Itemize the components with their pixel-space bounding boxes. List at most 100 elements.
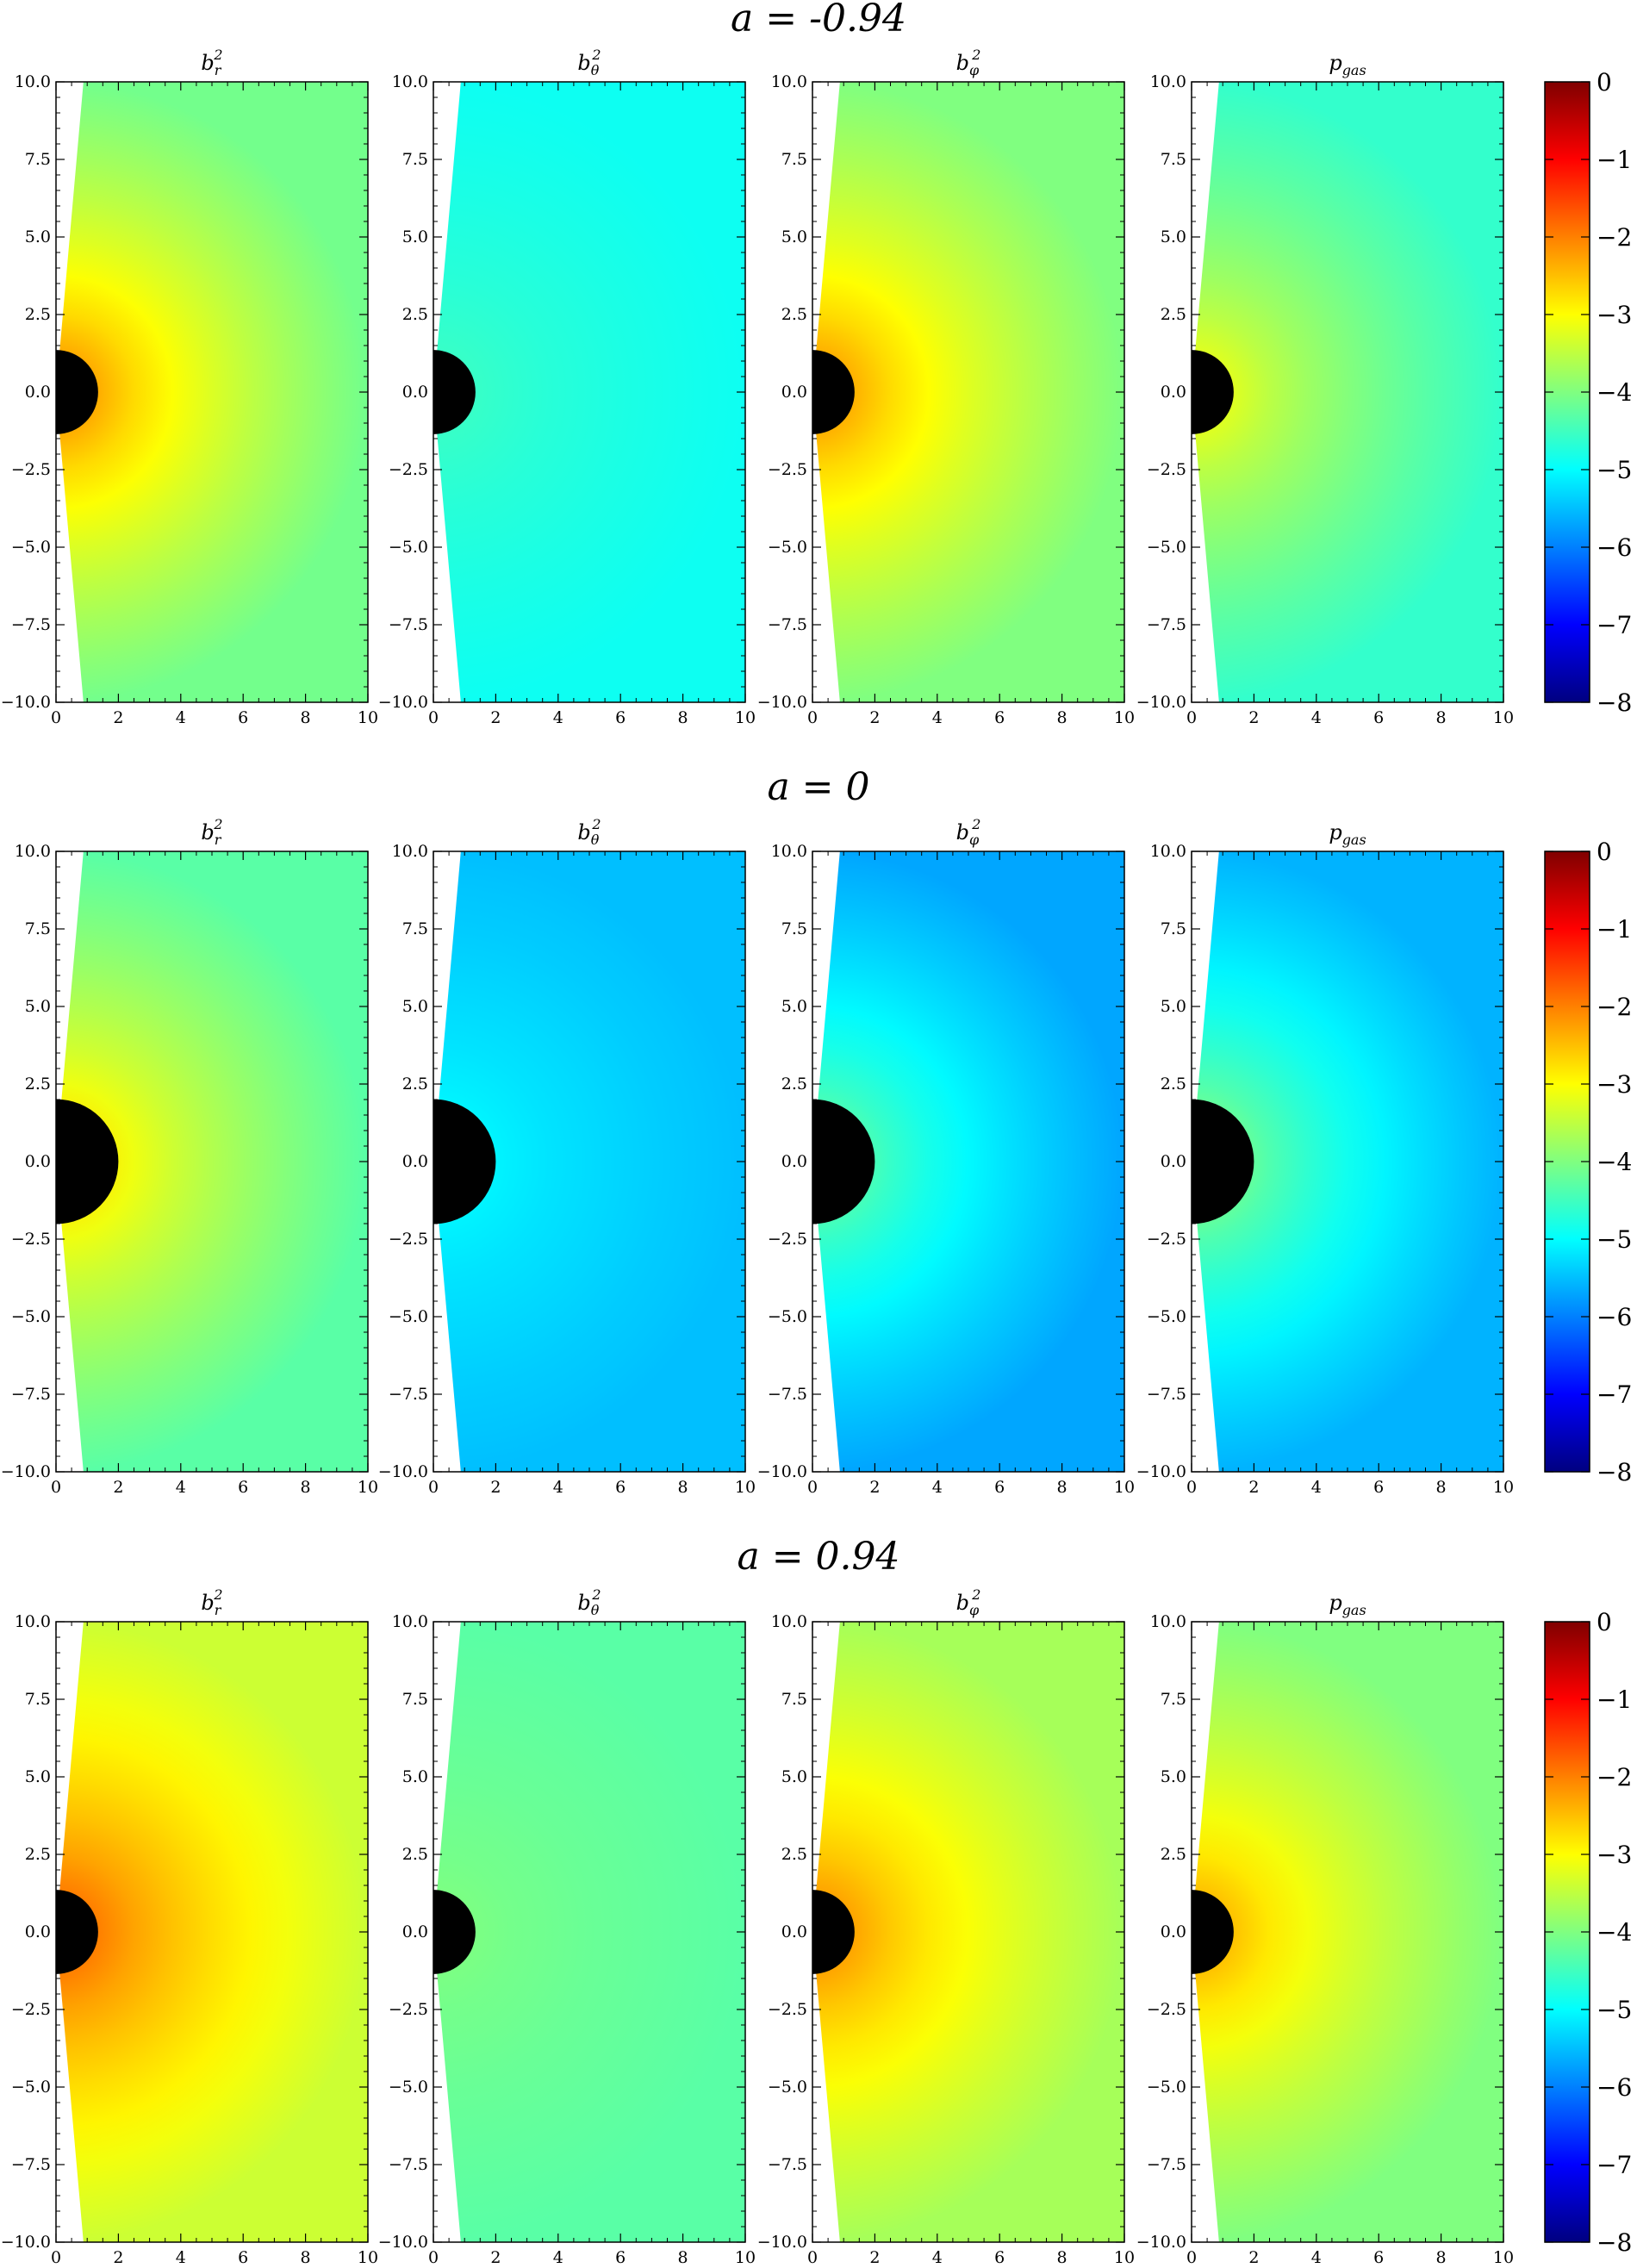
panel-title-subscript: gas (1342, 1602, 1366, 1618)
x-tick-label: 8 (1057, 1478, 1067, 1497)
y-tick-label: −2.5 (768, 2000, 807, 2019)
colorbar-tick-label: −6 (1597, 1303, 1632, 1331)
panel-title-subscript: gas (1342, 62, 1366, 78)
y-tick-label: 0.0 (781, 1922, 807, 1941)
panel-title-base: b (201, 820, 214, 844)
x-tick-label: 10 (1493, 2248, 1514, 2267)
y-tick-label: −7.5 (768, 615, 807, 634)
y-tick-label: −2.5 (389, 1230, 428, 1249)
y-tick-label: −10.0 (1, 2233, 51, 2252)
y-tick-label: −2.5 (11, 2000, 51, 2019)
y-tick-label: 2.5 (1161, 305, 1186, 324)
colorbar-tick-label: −2 (1597, 993, 1632, 1021)
y-tick-label: 2.5 (1161, 1845, 1186, 1864)
x-tick-label: 2 (1248, 1478, 1259, 1497)
x-tick-label: 6 (238, 2248, 248, 2267)
panel-title: pgas (1329, 1591, 1366, 1618)
x-tick-label: 2 (113, 2248, 123, 2267)
black-hole-horizon (56, 1099, 119, 1224)
panel-title-base: b (201, 51, 214, 75)
panel-title-subscript: gas (1342, 832, 1366, 848)
colorbar-tick-label: −2 (1597, 223, 1632, 252)
x-tick-label: 6 (994, 708, 1005, 727)
panel-title-base: b (577, 820, 590, 844)
y-tick-label: −10.0 (378, 2233, 428, 2252)
x-tick-label: 8 (301, 1478, 311, 1497)
panel-title-superscript: 2 (213, 816, 222, 832)
y-tick-label: 10.0 (15, 842, 51, 861)
panel-title-subscript: θ (591, 62, 600, 78)
colorbar-tick-label: 0 (1597, 1608, 1612, 1636)
y-tick-label: 10.0 (392, 842, 428, 861)
y-tick-label: 0.0 (25, 383, 51, 402)
panel-title-superscript: 2 (591, 816, 601, 832)
x-tick-label: 6 (994, 2248, 1005, 2267)
y-tick-label: −5.0 (389, 1307, 428, 1326)
x-tick-label: 4 (1311, 2248, 1322, 2267)
y-tick-label: −2.5 (11, 460, 51, 479)
y-tick-label: 10.0 (1150, 1612, 1186, 1631)
x-tick-label: 10 (358, 708, 378, 727)
colorbar-tick-label: −4 (1597, 1148, 1632, 1176)
panel-r2-c3: pgas 0 2 4 6 8 10 10.0 7.5 5.0 2.5 0.0 −2.5 −5.0 −7.5 −… (1136, 1591, 1514, 2267)
y-tick-label: −7.5 (11, 615, 51, 634)
panel-title-superscript: 2 (213, 1586, 222, 1603)
panel-title: bφ2 (956, 816, 981, 848)
x-tick-label: 2 (1248, 2248, 1259, 2267)
panel-title: bθ2 (577, 47, 601, 78)
y-tick-label: 0.0 (25, 1152, 51, 1171)
y-tick-label: 5.0 (781, 227, 807, 246)
y-tick-label: −7.5 (768, 1385, 807, 1404)
y-tick-label: 0.0 (1161, 1922, 1186, 1941)
y-tick-label: 2.5 (1161, 1075, 1186, 1094)
colorbar-tick-label: −5 (1597, 456, 1632, 484)
y-tick-label: 7.5 (781, 919, 807, 938)
y-tick-label: 5.0 (402, 1767, 428, 1786)
panel-title-superscript: 2 (971, 1586, 980, 1603)
black-hole-horizon (1192, 350, 1234, 434)
heatmap-field (1192, 851, 1503, 1472)
panel-title-base: b (956, 820, 969, 844)
x-tick-label: 0 (51, 1478, 61, 1497)
y-tick-label: −10.0 (1136, 2233, 1186, 2252)
x-tick-label: 8 (1436, 708, 1447, 727)
black-hole-horizon (433, 1099, 496, 1224)
panel-title-base: b (956, 1591, 969, 1615)
panel-title-subscript: r (215, 62, 222, 78)
x-tick-label: 10 (1114, 708, 1135, 727)
y-tick-label: −2.5 (389, 460, 428, 479)
heatmap-field (1192, 82, 1503, 702)
colorbar-tick-label: −6 (1597, 2073, 1632, 2102)
y-tick-label: 2.5 (25, 1845, 51, 1864)
panel-title: bφ2 (956, 47, 981, 78)
y-tick-label: 0.0 (402, 1922, 428, 1941)
y-tick-label: −10.0 (757, 2233, 807, 2252)
x-tick-label: 0 (428, 1478, 439, 1497)
panel-title-subscript: r (215, 1602, 222, 1618)
heatmap-field (56, 851, 368, 1472)
panel-title-base: p (1329, 820, 1341, 844)
heatmap-field (812, 851, 1124, 1472)
y-tick-label: 0.0 (25, 1922, 51, 1941)
x-tick-label: 10 (735, 1478, 756, 1497)
y-tick-label: 0.0 (781, 1152, 807, 1171)
y-tick-label: 10.0 (1150, 842, 1186, 861)
row-title-2: a = 0.94 (737, 1535, 899, 1579)
y-tick-label: −10.0 (1, 693, 51, 712)
x-tick-label: 4 (1311, 708, 1322, 727)
x-tick-label: 0 (1186, 1478, 1197, 1497)
y-tick-label: −10.0 (757, 693, 807, 712)
colorbar-tick-label: −4 (1597, 378, 1632, 407)
x-tick-label: 0 (807, 2248, 818, 2267)
black-hole-horizon (812, 1099, 875, 1224)
y-tick-label: −10.0 (1, 1462, 51, 1481)
y-tick-label: 7.5 (781, 1690, 807, 1709)
x-tick-label: 0 (51, 708, 61, 727)
x-tick-label: 6 (1373, 1478, 1384, 1497)
y-tick-label: 10.0 (771, 72, 807, 91)
colorbar-tick-label: −6 (1597, 533, 1632, 562)
y-tick-label: −5.0 (1147, 538, 1186, 557)
panel-title-base: b (956, 51, 969, 75)
